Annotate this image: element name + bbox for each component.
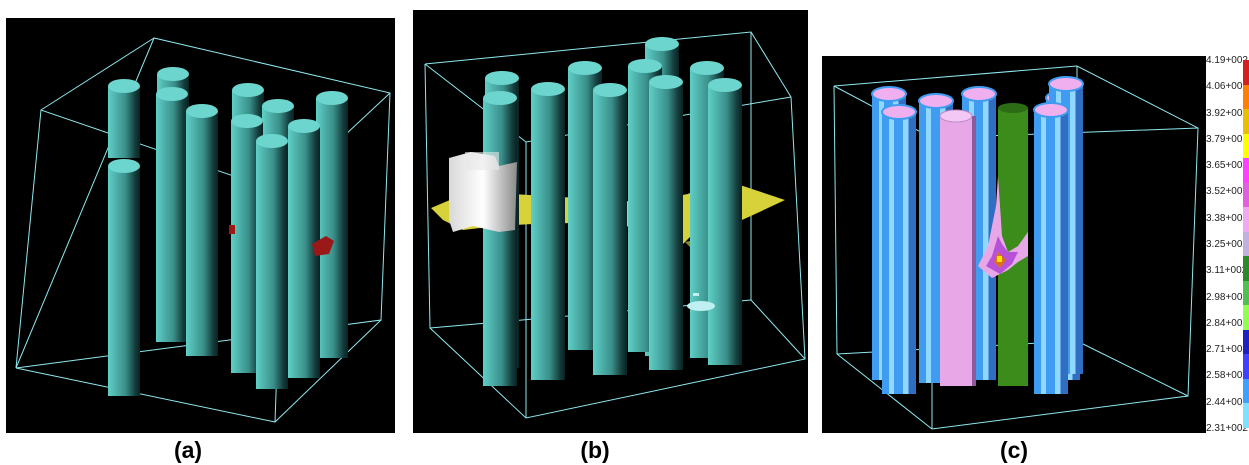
legend-tick-label: 2.58+002 (1206, 370, 1248, 382)
legend-tick-label: 2.71+002 (1206, 344, 1248, 356)
legend-swatch (1243, 109, 1249, 134)
legend-swatch (1243, 305, 1249, 330)
legend-swatch (1243, 403, 1249, 428)
legend-swatch (1243, 182, 1249, 208)
legend-swatch (1243, 84, 1249, 110)
legend-swatch (1243, 256, 1249, 281)
legend-tick-label: 4.19+002 (1206, 55, 1248, 66)
color-legend: 4.19+002 4.06+002 3.92+002 3.79+002 3.65+002… (1206, 55, 1249, 434)
caption-c: (c) (999, 437, 1029, 463)
rods-b (449, 37, 742, 386)
legend-tick-label: 3.79+002 (1206, 133, 1248, 145)
legend-tick-label: 2.44+002 (1206, 396, 1248, 408)
legend-tick-label: 2.98+002 (1206, 291, 1248, 303)
legend-tick-label: 3.92+002 (1206, 107, 1248, 119)
legend-tick-label: 3.11+002 (1206, 265, 1248, 277)
legend-swatch (1243, 329, 1249, 355)
legend-tick-label: 3.52+002 (1206, 186, 1248, 198)
panel-b (413, 10, 808, 433)
bounding-box-b (424, 31, 806, 419)
caption-a: (a) (173, 437, 203, 463)
legend-tick-label: 2.31+002 (1206, 423, 1248, 434)
legend-tick-label: 3.38+002 (1206, 212, 1248, 224)
panel-c (822, 56, 1206, 433)
rods-a (108, 67, 348, 396)
legend-swatch (1243, 280, 1249, 306)
legend-tick-label: 3.65+002 (1206, 160, 1248, 172)
legend-tick-label: 3.25+002 (1206, 239, 1248, 250)
debris-red-a (229, 225, 334, 256)
rods-c (871, 76, 1084, 394)
legend-tick-label: 4.06+002 (1206, 81, 1248, 93)
panel-a-scene (15, 37, 391, 423)
legend-swatch (1243, 158, 1249, 183)
legend-swatch (1243, 207, 1249, 232)
caption-b: (b) (580, 437, 610, 463)
legend-swatch (1243, 231, 1249, 257)
legend-swatch (1243, 133, 1249, 159)
panel-a (6, 18, 395, 433)
panel-c-scene (833, 65, 1199, 430)
legend-swatch (1243, 60, 1249, 85)
legend-swatch (1243, 378, 1249, 404)
panel-b-scene (424, 31, 806, 419)
legend-tick-label: 2.84+002 (1206, 317, 1248, 329)
legend-swatch (1243, 354, 1249, 379)
